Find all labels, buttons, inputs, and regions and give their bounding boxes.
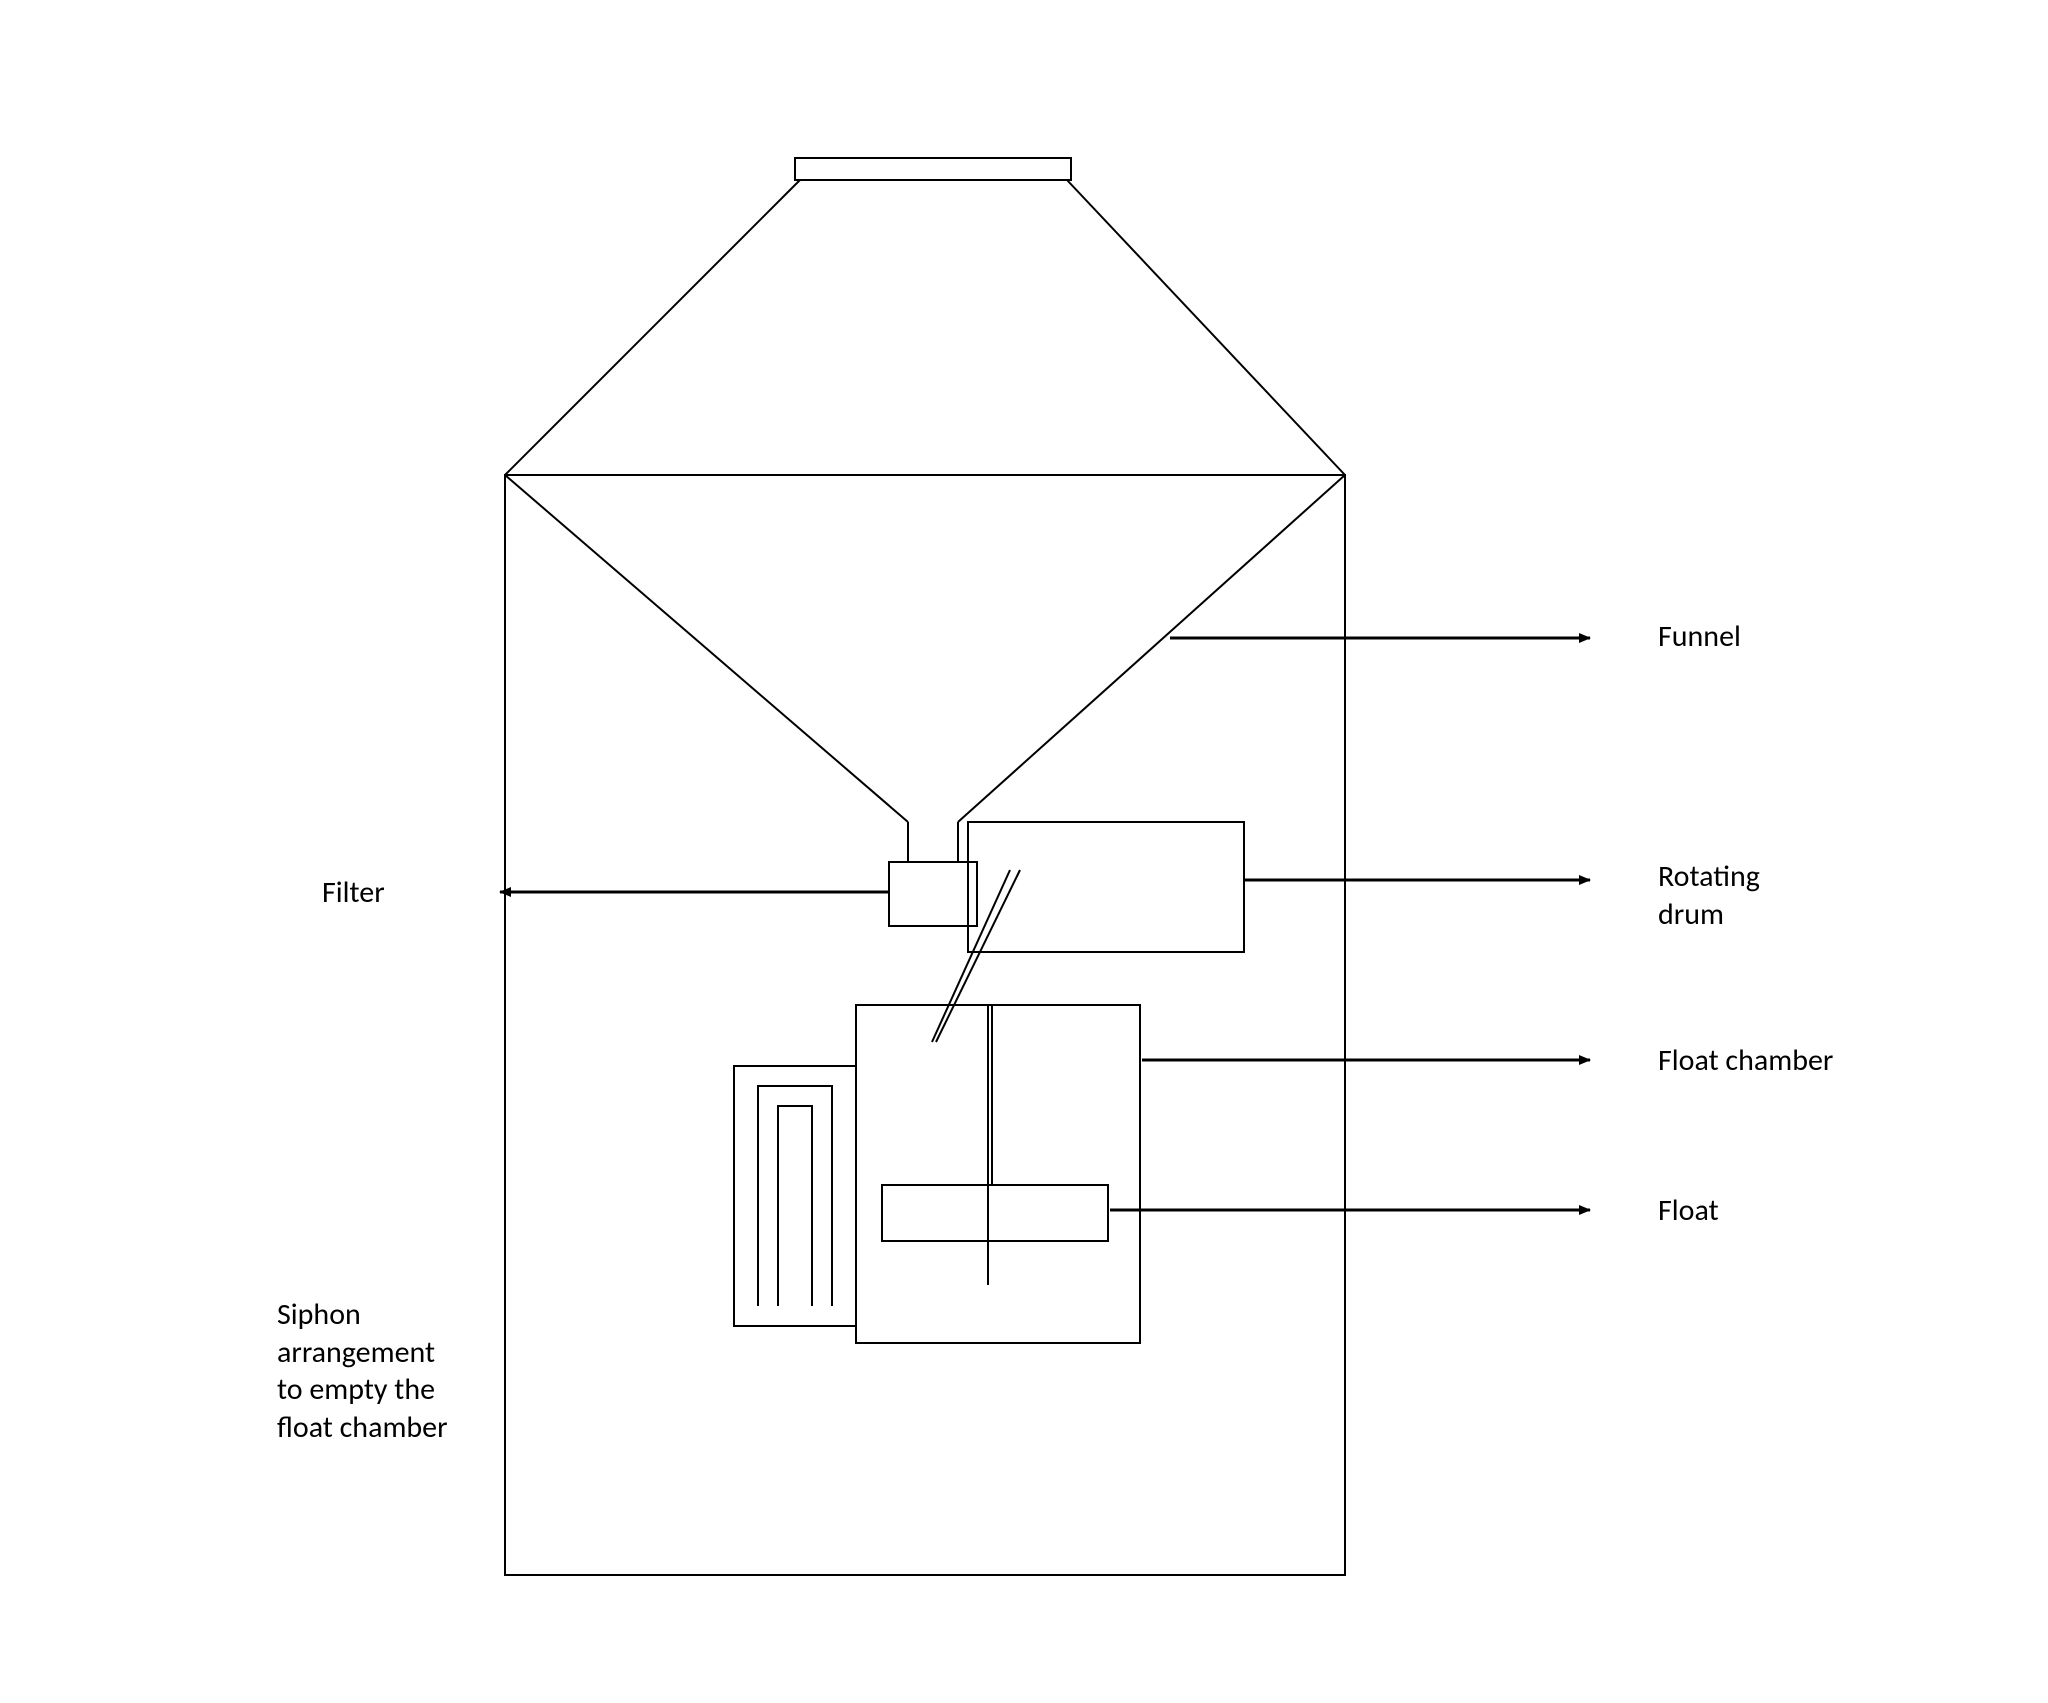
diagram-canvas: Funnel Rotating drum Float chamber Float… [0, 0, 2048, 1703]
label-siphon: Siphon arrangement to empty the float ch… [277, 1296, 448, 1446]
rain-gauge-diagram [0, 0, 2048, 1703]
label-filter: Filter [322, 874, 385, 912]
label-funnel: Funnel [1658, 618, 1741, 656]
label-float-chamber: Float chamber [1658, 1042, 1833, 1080]
label-float: Float [1658, 1192, 1719, 1230]
label-rotating-drum: Rotating drum [1658, 858, 1760, 933]
